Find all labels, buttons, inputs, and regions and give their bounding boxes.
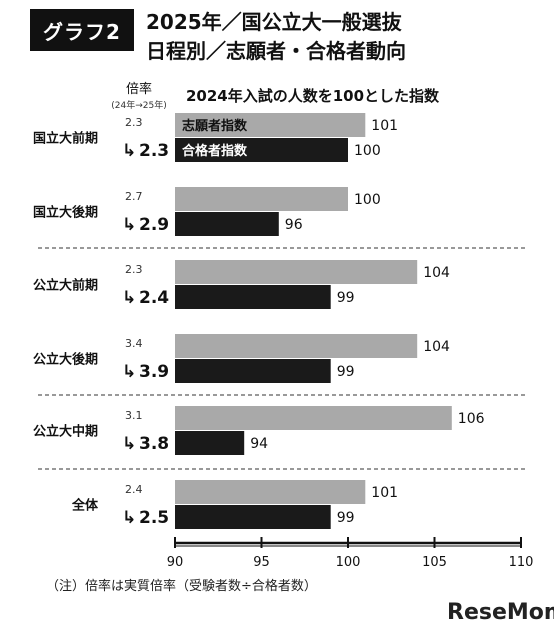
bar-passers bbox=[175, 138, 348, 162]
ratio-subheader: (24年→25年) bbox=[111, 99, 166, 111]
bar-value-label: 100 bbox=[354, 143, 381, 159]
bar-value-label: 99 bbox=[337, 290, 355, 306]
bar-passers bbox=[175, 505, 331, 529]
chart-title-line1: 2025年／国公立大一般選抜 bbox=[146, 10, 402, 34]
bar-passers bbox=[175, 359, 331, 383]
x-tick-label: 110 bbox=[509, 555, 534, 570]
x-tick-label: 105 bbox=[422, 555, 447, 570]
figure-badge: グラフ2 bbox=[30, 9, 134, 51]
ratio-2024-label: 2.4 bbox=[125, 483, 143, 496]
bar-applicants bbox=[175, 480, 366, 504]
ratio-2024-label: 2.3 bbox=[125, 116, 143, 129]
ratio-header: 倍率 bbox=[126, 81, 152, 97]
category-label: 全体 bbox=[71, 498, 99, 514]
category-label: 公立大前期 bbox=[33, 278, 98, 294]
bar-value-label: 101 bbox=[371, 118, 398, 134]
ratio-2025-label: 2.3 bbox=[139, 141, 169, 161]
ratio-arrow: ↳ bbox=[122, 362, 136, 382]
ratio-arrow: ↳ bbox=[122, 508, 136, 528]
bar-value-label: 96 bbox=[285, 217, 303, 233]
chart-title-line2: 日程別／志願者・合格者動向 bbox=[146, 39, 406, 63]
ratio-2024-label: 3.4 bbox=[125, 337, 143, 350]
bar-applicants bbox=[175, 334, 418, 358]
bar-passers bbox=[175, 212, 279, 236]
category-label: 国立大後期 bbox=[33, 205, 98, 221]
ratio-2025-label: 2.4 bbox=[139, 288, 169, 308]
bar-applicants bbox=[175, 187, 348, 211]
category-label: 国立大前期 bbox=[33, 131, 98, 147]
bar-applicants bbox=[175, 113, 366, 137]
x-tick-label: 100 bbox=[336, 555, 361, 570]
ratio-2025-label: 2.9 bbox=[139, 215, 169, 235]
chart-subtitle: 2024年入試の人数を100とした指数 bbox=[186, 87, 440, 105]
ratio-2025-label: 2.5 bbox=[139, 508, 169, 528]
bar-passers bbox=[175, 285, 331, 309]
bar-applicants bbox=[175, 260, 418, 284]
ratio-2024-label: 2.7 bbox=[125, 190, 143, 203]
legend-label-applicants: 志願者指数 bbox=[182, 118, 248, 134]
ratio-arrow: ↳ bbox=[122, 288, 136, 308]
category-label: 公立大中期 bbox=[33, 424, 98, 440]
x-tick-label: 95 bbox=[253, 555, 270, 570]
bar-value-label: 106 bbox=[458, 411, 485, 427]
bar-value-label: 104 bbox=[423, 339, 450, 355]
bar-value-label: 104 bbox=[423, 265, 450, 281]
x-tick-label: 90 bbox=[167, 555, 184, 570]
resemom-logo: ReseMom bbox=[447, 600, 554, 625]
bar-value-label: 100 bbox=[354, 192, 381, 208]
logo-text: ReseMom bbox=[447, 600, 554, 625]
ratio-2024-label: 3.1 bbox=[125, 409, 143, 422]
footnote: （注）倍率は実質倍率（受験者数÷合格者数） bbox=[46, 579, 317, 594]
legend-label-passers: 合格者指数 bbox=[182, 143, 248, 159]
bar-value-label: 99 bbox=[337, 364, 355, 380]
ratio-2024-label: 2.3 bbox=[125, 263, 143, 276]
bar-value-label: 101 bbox=[371, 485, 398, 501]
bar-applicants bbox=[175, 406, 452, 430]
ratio-arrow: ↳ bbox=[122, 141, 136, 161]
ratio-2025-label: 3.8 bbox=[139, 434, 169, 454]
ratio-arrow: ↳ bbox=[122, 215, 136, 235]
bar-value-label: 94 bbox=[250, 436, 268, 452]
ratio-arrow: ↳ bbox=[122, 434, 136, 454]
category-label: 公立大後期 bbox=[33, 352, 98, 368]
bar-passers bbox=[175, 431, 245, 455]
ratio-2025-label: 3.9 bbox=[139, 362, 169, 382]
bar-value-label: 99 bbox=[337, 510, 355, 526]
